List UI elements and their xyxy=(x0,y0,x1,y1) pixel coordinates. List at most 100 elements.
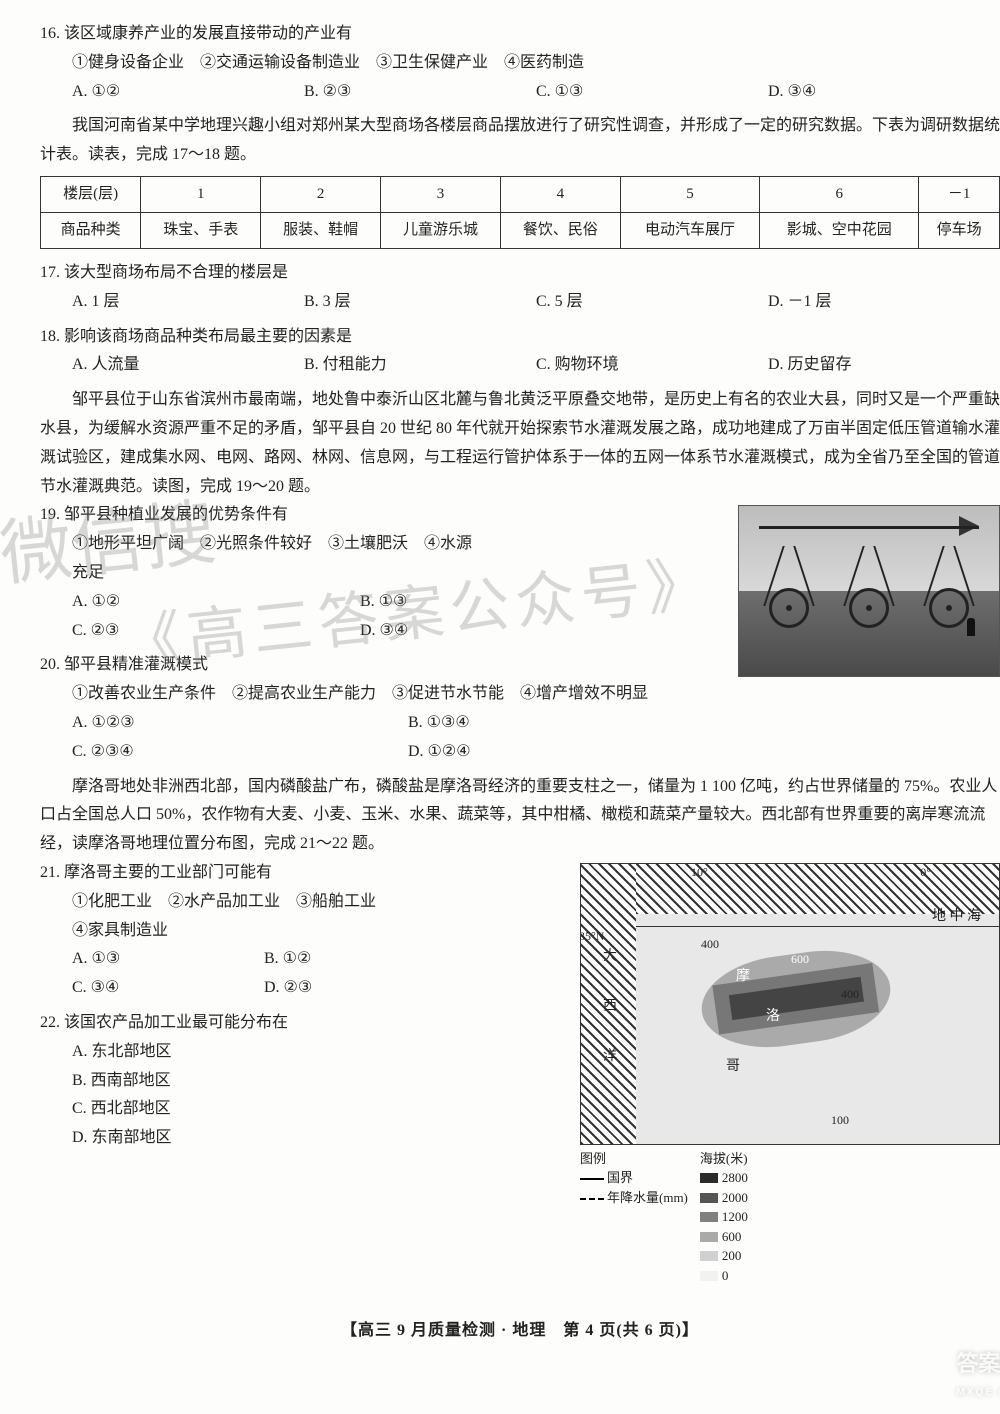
q20-opt-c: C. ②③④ xyxy=(72,738,408,767)
td-3: 儿童游乐城 xyxy=(381,212,501,248)
q17-opt-a: A. 1 层 xyxy=(72,288,304,317)
alt-sw-5 xyxy=(700,1271,718,1281)
map-label-c2: 洛 xyxy=(766,1004,780,1029)
exam-page: 微信搜 《高三答案公众号》 16. 该区域康养产业的发展直接带动的产业有 ①健身… xyxy=(0,0,1000,1414)
q20-opt-b: B. ①③④ xyxy=(408,709,744,738)
map-label-ocean2: 西 xyxy=(603,994,617,1019)
q19-options: A. ①② B. ①③ C. ②③ D. ③④ xyxy=(72,588,648,646)
q21-opt-d: D. ②③ xyxy=(264,974,456,1003)
table-data-row: 商品种类 珠宝、手表 服装、鞋帽 儿童游乐城 餐饮、民俗 电动汽车展厅 影城、空… xyxy=(41,212,1000,248)
map-lon-10: 10° xyxy=(691,863,708,884)
q20-opt-d: D. ①②④ xyxy=(408,738,744,767)
td-7: 停车场 xyxy=(919,212,1000,248)
q16: 16. 该区域康养产业的发展直接带动的产业有 ①健身设备企业 ②交通运输设备制造… xyxy=(40,20,1000,106)
q17-opt-d: D. －1 层 xyxy=(768,288,1000,317)
q18: 18. 影响该商场商品种类布局最主要的因素是 A. 人流量 B. 付租能力 C.… xyxy=(40,323,1000,381)
q19-opt-b: B. ①③ xyxy=(360,588,648,617)
q21-opt-c: C. ③④ xyxy=(72,974,264,1003)
q16-opt-d: D. ③④ xyxy=(768,78,1000,107)
q17: 17. 该大型商场布局不合理的楼层是 A. 1 层 B. 3 层 C. 5 层 … xyxy=(40,259,1000,317)
table-header-row: 楼层(层) 1 2 3 4 5 6 －1 xyxy=(41,176,1000,212)
map-label-c1: 摩 xyxy=(736,964,750,989)
q17-opt-c: C. 5 层 xyxy=(536,288,768,317)
q18-options: A. 人流量 B. 付租能力 C. 购物环境 D. 历史留存 xyxy=(72,351,1000,380)
q19-opt-c: C. ②③ xyxy=(72,617,360,646)
th-5: 5 xyxy=(620,176,759,212)
corner-watermark: 答案圈 MXQE.COM xyxy=(956,1344,1000,1402)
th-2: 2 xyxy=(261,176,381,212)
q16-stem: 16. 该区域康养产业的发展直接带动的产业有 xyxy=(40,20,1000,49)
q17-opt-b: B. 3 层 xyxy=(304,288,536,317)
q18-opt-c: C. 购物环境 xyxy=(536,351,768,380)
th-6: 6 xyxy=(760,176,919,212)
alt-lv-5: 0 xyxy=(722,1266,729,1286)
alt-lv-1: 2000 xyxy=(722,1188,748,1208)
legend-title: 图例 xyxy=(580,1149,688,1169)
legend-alt-levels: 2800 2000 1200 600 200 0 xyxy=(700,1168,748,1285)
q16-items: ①健身设备企业 ②交通运输设备制造业 ③卫生保健产业 ④医药制造 xyxy=(72,49,1000,78)
th-1: 1 xyxy=(141,176,261,212)
map-rain-400a: 400 xyxy=(701,934,719,956)
morocco-map: 10° 0° 35°N 地 中 海 大 西 洋 摩 洛 哥 400 600 40… xyxy=(580,863,1000,1145)
morocco-map-wrap: 10° 0° 35°N 地 中 海 大 西 洋 摩 洛 哥 400 600 40… xyxy=(580,863,1000,1286)
border-line-icon xyxy=(580,1178,604,1180)
q19-opt-d: D. ③④ xyxy=(360,617,648,646)
td-1: 珠宝、手表 xyxy=(141,212,261,248)
passage-1: 我国河南省某中学地理兴趣小组对郑州某大型商场各楼层商品摆放进行了研究性调查，并形… xyxy=(40,112,1000,170)
q18-stem: 18. 影响该商场商品种类布局最主要的因素是 xyxy=(40,323,1000,352)
q18-opt-a: A. 人流量 xyxy=(72,351,304,380)
passage-2: 邹平县位于山东省滨州市最南端，地处鲁中泰沂山区北麓与鲁北黄泛平原叠交地带，是历史… xyxy=(40,386,1000,501)
map-rain-100: 100 xyxy=(831,1110,849,1132)
alt-sw-1 xyxy=(700,1193,718,1203)
td-6: 影城、空中花园 xyxy=(760,212,919,248)
rain-line-icon xyxy=(580,1198,604,1200)
td-0: 商品种类 xyxy=(41,212,141,248)
q19-opt-a: A. ①② xyxy=(72,588,360,617)
th-3: 3 xyxy=(381,176,501,212)
q16-opt-a: A. ①② xyxy=(72,78,304,107)
page-footer: 【高三 9 月质量检测 · 地理 第 4 页(共 6 页)】 xyxy=(40,1317,1000,1346)
map-lat-35: 35°N xyxy=(580,926,604,948)
map-rain-600: 600 xyxy=(791,949,809,971)
map-label-c3: 哥 xyxy=(726,1054,740,1079)
corner-text: 答案圈 xyxy=(956,1351,1000,1376)
alt-sw-4 xyxy=(700,1251,718,1261)
q16-options: A. ①② B. ②③ C. ①③ D. ③④ xyxy=(72,78,1000,107)
th-0: 楼层(层) xyxy=(41,176,141,212)
map-rain-400b: 400 xyxy=(841,984,859,1006)
passage-3: 摩洛哥地处非洲西北部，国内磷酸盐广布，磷酸盐是摩洛哥经济的重要支柱之一，储量为 … xyxy=(40,773,1000,859)
td-4: 餐饮、民俗 xyxy=(500,212,620,248)
q17-stem: 17. 该大型商场布局不合理的楼层是 xyxy=(40,259,1000,288)
alt-lv-4: 200 xyxy=(722,1246,742,1266)
alt-sw-3 xyxy=(700,1232,718,1242)
q21-options: A. ①③ B. ①② C. ③④ D. ②③ xyxy=(72,945,456,1003)
th-4: 4 xyxy=(500,176,620,212)
td-5: 电动汽车展厅 xyxy=(620,212,759,248)
q16-opt-b: B. ②③ xyxy=(304,78,536,107)
q17-options: A. 1 层 B. 3 层 C. 5 层 D. －1 层 xyxy=(72,288,1000,317)
floor-table: 楼层(层) 1 2 3 4 5 6 －1 商品种类 珠宝、手表 服装、鞋帽 儿童… xyxy=(40,176,1000,249)
td-2: 服装、鞋帽 xyxy=(261,212,381,248)
alt-sw-2 xyxy=(700,1212,718,1222)
alt-lv-0: 2800 xyxy=(722,1168,748,1188)
q20-items: ①改善农业生产条件 ②提高农业生产能力 ③促进节水节能 ④增产增效不明显 xyxy=(72,680,1000,709)
corner-sub: MXQE.COM xyxy=(956,1384,1000,1402)
q16-opt-c: C. ①③ xyxy=(536,78,768,107)
q18-opt-d: D. 历史留存 xyxy=(768,351,1000,380)
map-legend: 图例 国界 年降水量(mm) 海拔(米) 2800 2000 1200 600 … xyxy=(580,1149,1000,1286)
map-label-ocean3: 洋 xyxy=(603,1044,617,1069)
th-7: －1 xyxy=(919,176,1000,212)
legend-alt-title: 海拔(米) xyxy=(700,1149,748,1169)
legend-border: 国界 xyxy=(607,1170,633,1185)
map-lon-0: 0° xyxy=(920,863,931,884)
alt-lv-2: 1200 xyxy=(722,1207,748,1227)
q20-options: A. ①②③ B. ①③④ C. ②③④ D. ①②④ xyxy=(72,709,744,767)
q20-opt-a: A. ①②③ xyxy=(72,709,408,738)
q18-opt-b: B. 付租能力 xyxy=(304,351,536,380)
alt-lv-3: 600 xyxy=(722,1227,742,1247)
alt-sw-0 xyxy=(700,1173,718,1183)
map-label-ocean1: 大 xyxy=(603,944,617,969)
legend-rain: 年降水量(mm) xyxy=(607,1190,688,1205)
irrigation-figure xyxy=(738,505,1000,677)
q21-opt-a: A. ①③ xyxy=(72,945,264,974)
